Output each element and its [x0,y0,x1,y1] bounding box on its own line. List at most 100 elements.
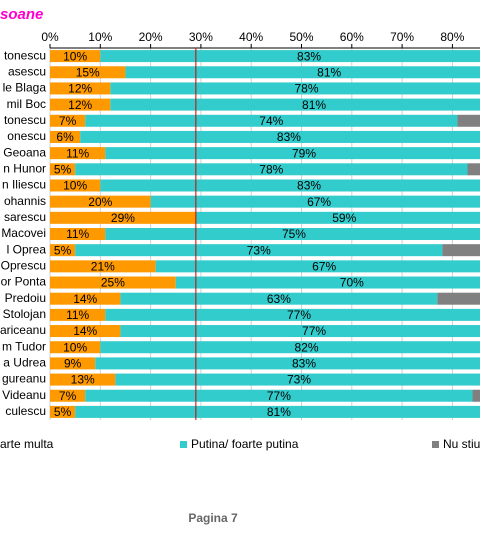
bar-segment [75,244,443,257]
data-label: 11% [66,146,89,160]
bar-segment [75,163,468,176]
x-tick-label: 80% [440,30,464,44]
data-label: 6% [56,130,74,144]
data-label: 83% [292,357,316,371]
y-tick-label: Geoana [3,145,46,159]
data-label: 79% [292,146,316,160]
bar-segment [105,228,480,240]
data-label: 77% [287,308,311,322]
data-label: 83% [297,49,321,63]
bar-segment [50,195,151,208]
bar-segment [50,308,106,321]
data-label: 83% [297,179,321,193]
y-tick-label: tonescu [4,113,46,127]
data-label: 9% [64,357,82,371]
bar-segment [50,98,111,111]
x-tick-label: 50% [289,30,313,44]
bar-segment [50,244,76,257]
data-label: 73% [247,243,271,257]
data-label: 15% [76,65,100,79]
y-tick-label: culescu [5,404,46,418]
bar-segment [100,50,480,63]
data-label: 70% [340,276,364,290]
x-tick-label: 0% [41,30,59,44]
legend-label: arte multa [0,437,54,451]
bar-segment [50,147,106,160]
bar-segment [175,276,480,289]
bar-segment [50,179,101,192]
bar-segment [50,66,126,79]
data-label: 81% [302,98,326,112]
y-tick-label: l Oprea [7,242,47,256]
data-label: 73% [287,373,311,387]
bar-segment [120,325,480,338]
data-label: 13% [71,373,95,387]
y-tick-label: m Tudor [2,339,46,353]
y-tick-label: sarescu [4,210,46,224]
bar-segment [115,373,480,386]
bar-segment [50,211,196,224]
bar-segment [150,195,480,208]
bar-segment [100,179,480,192]
page-footer: Pagina 7 [188,511,238,525]
bar-segment [125,66,480,79]
bar-segment [50,341,101,354]
bar-segment [100,341,480,354]
y-tick-label: le Blaga [3,81,47,95]
bar-segment [50,163,76,176]
data-label: 12% [68,82,92,96]
bar-segment [105,308,480,321]
bar-segment [50,325,121,338]
data-label: 29% [111,211,135,225]
bar-segment [80,130,480,143]
data-label: 14% [73,324,97,338]
y-tick-label: gureanu [2,372,46,386]
y-tick-label: or Ponta [1,275,47,289]
data-label: 21% [91,260,115,274]
bar-segment [85,114,458,127]
bar-segment [85,389,473,402]
data-label: 5% [54,405,72,419]
bar-segment [50,260,156,273]
data-label: 10% [63,179,87,193]
x-tick-label: 70% [390,30,414,44]
data-label: 81% [267,405,291,419]
x-tick-label: 60% [340,30,364,44]
bar-segment [75,405,480,418]
x-tick-label: 20% [139,30,163,44]
data-label: 20% [88,195,112,209]
bar-segment [50,82,111,95]
bar-segment [50,405,76,418]
bar-segment [50,389,86,402]
bar-segment [155,260,480,273]
data-label: 82% [295,340,319,354]
data-label: 7% [59,114,77,128]
bar-segment [467,163,480,176]
data-label: 78% [259,162,283,176]
data-label: 74% [259,114,283,128]
bar-segment [195,211,480,224]
bar-segment [442,244,480,257]
bar-segment [50,276,176,289]
bar-segment [437,292,480,305]
data-label: 7% [59,389,77,403]
data-label: 14% [73,292,97,306]
x-tick-label: 30% [189,30,213,44]
y-tick-label: ariceanu [0,323,46,337]
y-tick-label: mil Boc [7,97,46,111]
data-label: 83% [277,130,301,144]
data-label: 77% [302,324,326,338]
y-tick-label: tonescu [4,48,46,62]
bar-segment [50,357,96,370]
chart-title: soane [0,6,43,23]
bar-segment [50,373,116,386]
data-label: 25% [101,276,125,290]
y-tick-label: ohannis [4,194,46,208]
bar-segment [110,82,480,95]
bar-segment [457,114,480,127]
x-tick-label: 40% [239,30,263,44]
y-tick-label: asescu [8,64,46,78]
data-label: 10% [63,49,87,63]
y-tick-label: Predoiu [5,291,46,305]
